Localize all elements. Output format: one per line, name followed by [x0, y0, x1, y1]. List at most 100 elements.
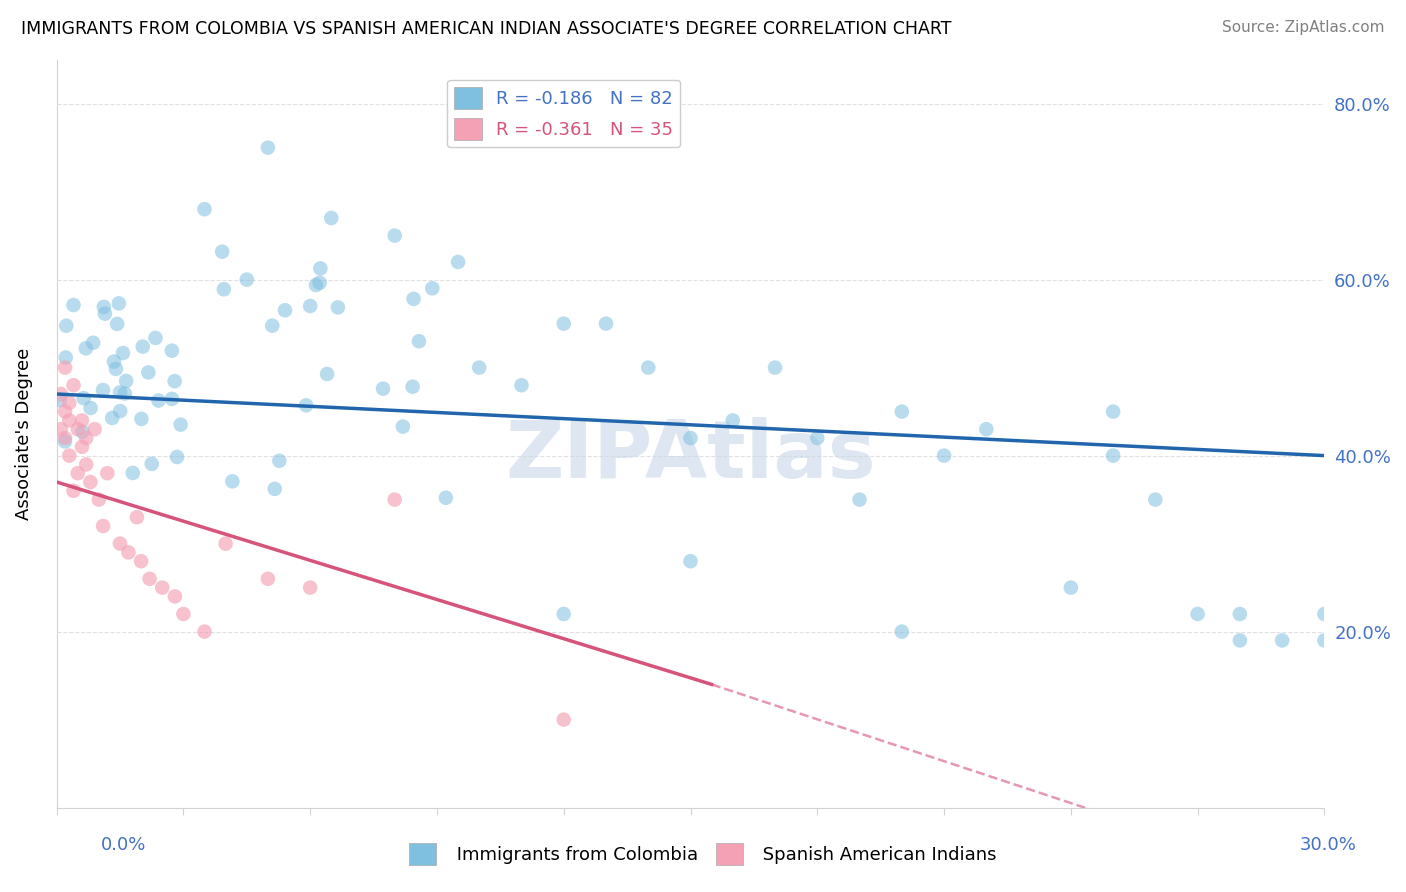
Point [72, 425, 94, 439]
Text: Source: ZipAtlas.com: Source: ZipAtlas.com [1222, 20, 1385, 35]
Point [269, 454, 291, 468]
Point [890, 624, 912, 639]
Point [91, 519, 114, 533]
Point [553, 317, 575, 331]
Point [321, 211, 343, 225]
Point [58, 413, 80, 427]
Point [169, 417, 191, 432]
Point [193, 624, 215, 639]
Point [468, 360, 491, 375]
Point [1313, 607, 1336, 621]
Point [103, 354, 125, 368]
Point [49, 422, 72, 436]
Point [679, 431, 702, 445]
Point [1060, 581, 1083, 595]
Point [316, 367, 339, 381]
Point [163, 590, 186, 604]
Point [83, 422, 105, 436]
Point [212, 282, 235, 296]
Point [193, 202, 215, 217]
Point [108, 296, 131, 310]
Point [637, 360, 659, 375]
Point [1229, 633, 1251, 648]
Point [679, 554, 702, 568]
Point [82, 335, 104, 350]
Point [408, 334, 430, 349]
Point [70, 413, 93, 427]
Point [73, 391, 96, 405]
Point [114, 386, 136, 401]
Text: 0.0%: 0.0% [101, 836, 146, 854]
Point [79, 475, 101, 489]
Point [402, 292, 425, 306]
Point [115, 374, 138, 388]
Point [49, 387, 72, 401]
Point [890, 404, 912, 418]
Point [111, 346, 134, 360]
Point [62, 378, 84, 392]
Point [211, 244, 233, 259]
Point [145, 331, 167, 345]
Point [976, 422, 998, 436]
Point [763, 360, 786, 375]
Point [371, 382, 394, 396]
Point [108, 385, 131, 400]
Point [55, 318, 77, 333]
Point [1229, 607, 1251, 621]
Point [108, 404, 131, 418]
Point [75, 342, 97, 356]
Point [62, 298, 84, 312]
Point [806, 431, 828, 445]
Point [49, 393, 72, 408]
Point [510, 378, 533, 392]
Point [58, 449, 80, 463]
Point [214, 536, 236, 550]
Point [108, 536, 131, 550]
Point [101, 411, 124, 425]
Point [132, 340, 155, 354]
Point [553, 713, 575, 727]
Point [1102, 404, 1125, 418]
Point [299, 581, 322, 595]
Y-axis label: Associate's Degree: Associate's Degree [15, 348, 32, 520]
Point [117, 545, 139, 559]
Point [392, 419, 415, 434]
Legend:  Immigrants from Colombia,  Spanish American Indians: Immigrants from Colombia, Spanish Americ… [402, 836, 1004, 872]
Point [150, 581, 173, 595]
Point [53, 434, 76, 449]
Point [299, 299, 322, 313]
Point [434, 491, 457, 505]
Point [93, 300, 115, 314]
Point [138, 572, 160, 586]
Point [136, 366, 159, 380]
Point [1271, 633, 1294, 648]
Point [326, 301, 349, 315]
Point [163, 374, 186, 388]
Point [58, 396, 80, 410]
Point [263, 482, 285, 496]
Point [94, 307, 117, 321]
Legend: R = -0.186   N = 82, R = -0.361   N = 35: R = -0.186 N = 82, R = -0.361 N = 35 [447, 80, 681, 147]
Point [160, 343, 183, 358]
Text: ZIPAtlas: ZIPAtlas [505, 417, 876, 495]
Point [75, 458, 97, 472]
Point [595, 317, 617, 331]
Point [53, 431, 76, 445]
Text: 30.0%: 30.0% [1301, 836, 1357, 854]
Point [721, 413, 744, 427]
Point [384, 492, 406, 507]
Point [305, 278, 328, 293]
Point [131, 412, 153, 426]
Point [553, 607, 575, 621]
Point [125, 510, 148, 524]
Point [91, 383, 114, 397]
Point [257, 572, 280, 586]
Point [148, 393, 170, 408]
Point [55, 351, 77, 365]
Point [236, 272, 259, 286]
Point [75, 431, 97, 445]
Point [1144, 492, 1167, 507]
Point [129, 554, 152, 568]
Point [262, 318, 284, 333]
Point [274, 303, 297, 318]
